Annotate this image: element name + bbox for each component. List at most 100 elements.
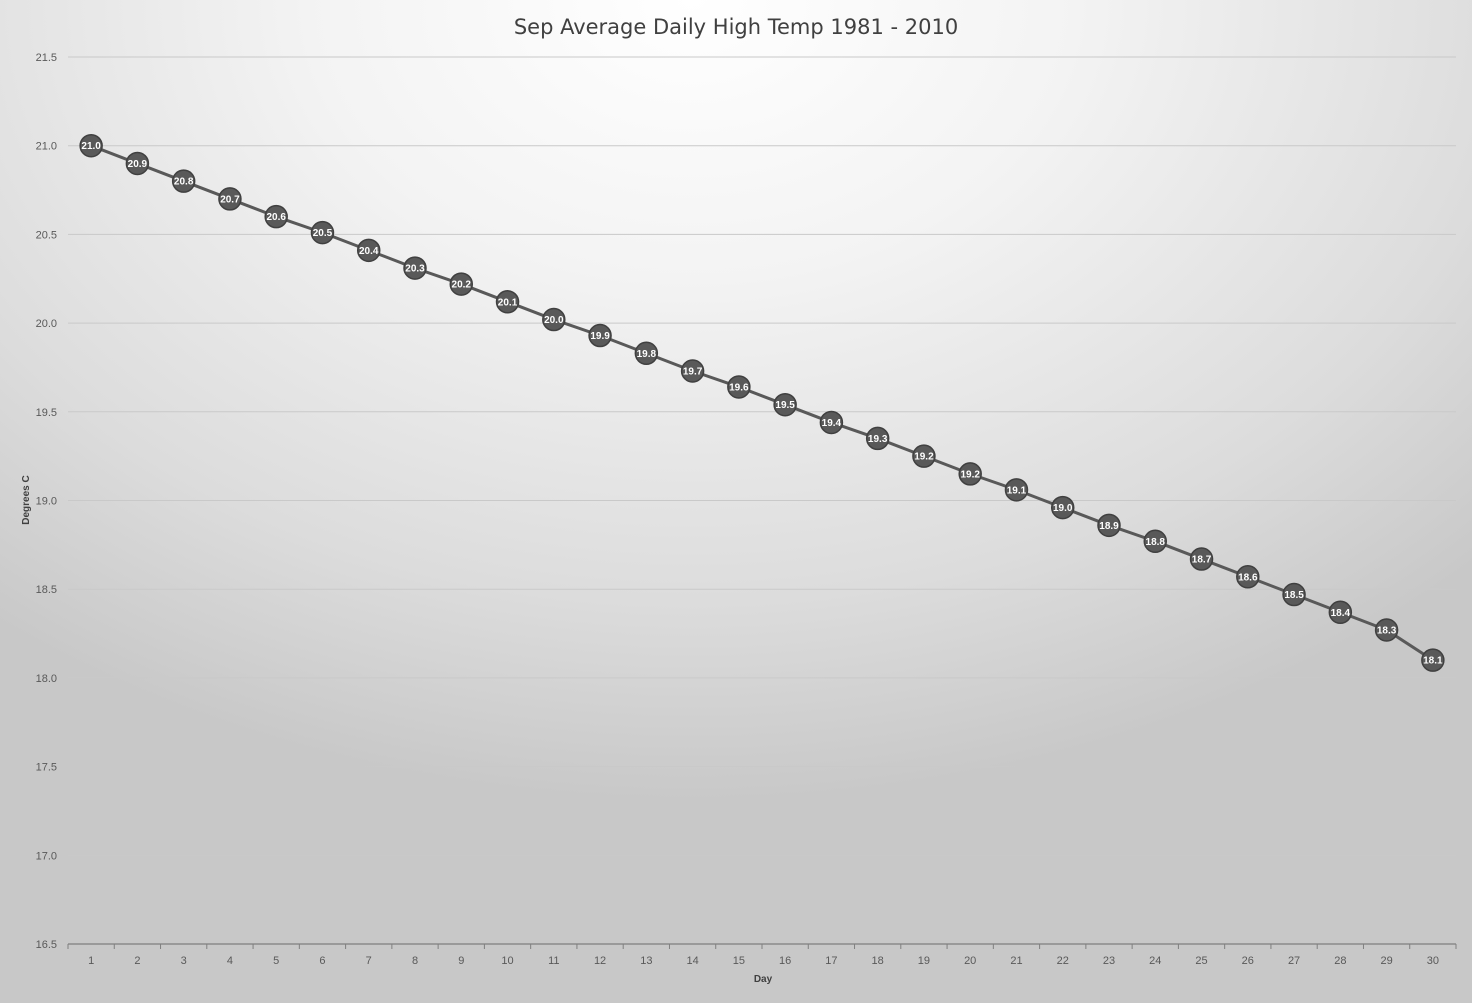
data-label: 20.8 <box>174 177 194 188</box>
data-label: 18.1 <box>1423 656 1443 667</box>
x-tick-label: 14 <box>686 955 698 967</box>
data-label: 19.4 <box>822 418 842 429</box>
data-label: 20.4 <box>359 246 379 257</box>
x-tick-label: 20 <box>964 955 976 967</box>
x-tick-label: 22 <box>1057 955 1069 967</box>
y-tick-label: 20.5 <box>36 229 57 241</box>
data-point <box>1328 600 1353 625</box>
data-point <box>634 341 659 366</box>
x-axis-label: Day <box>754 974 773 985</box>
data-point <box>958 462 982 486</box>
data-label: 18.8 <box>1146 537 1166 548</box>
data-label: 20.9 <box>128 159 148 170</box>
data-label: 19.8 <box>637 349 657 360</box>
y-tick-label: 19.5 <box>36 407 57 419</box>
data-point <box>403 256 427 280</box>
data-point <box>1004 478 1029 502</box>
x-tick-label: 7 <box>366 955 372 967</box>
gridlines <box>68 56 1456 856</box>
x-tick-label: 2 <box>134 955 140 967</box>
x-tick-label: 16 <box>779 955 791 967</box>
x-tick-label: 10 <box>501 955 513 967</box>
data-point <box>1374 618 1399 642</box>
data-label: 19.6 <box>729 382 749 393</box>
x-tick-label: 28 <box>1334 955 1346 967</box>
x-tick-label: 11 <box>548 955 559 967</box>
y-tick-label: 20.0 <box>36 318 57 330</box>
x-tick-label: 26 <box>1242 955 1254 967</box>
data-label: 18.5 <box>1284 590 1304 601</box>
data-label: 18.6 <box>1238 572 1258 583</box>
x-tick-label: 25 <box>1195 955 1207 967</box>
y-tick-label: 16.5 <box>36 939 57 951</box>
series-line <box>79 133 1445 672</box>
data-label: 19.9 <box>590 331 610 342</box>
x-tick-label: 9 <box>458 955 464 967</box>
data-point <box>542 307 566 332</box>
data-label: 19.5 <box>775 400 795 411</box>
y-axis: 16.5 17.0 17.5 18.0 18.5 19.0 19.5 20.0 20.5 21.0… <box>36 52 57 951</box>
x-tick-label: 29 <box>1380 955 1392 967</box>
x-tick-label: 21 <box>1010 955 1022 967</box>
y-tick-label: 17.0 <box>36 850 57 862</box>
x-tick-label: 4 <box>227 955 233 967</box>
x-tick-label: 30 <box>1427 955 1439 967</box>
data-label: 18.4 <box>1331 608 1351 619</box>
x-tick-label: 18 <box>872 955 884 967</box>
data-label: 20.7 <box>220 194 240 205</box>
data-point <box>773 392 797 417</box>
series-polyline <box>89 144 1435 662</box>
data-label: 21.0 <box>81 141 101 152</box>
x-tick-label: 23 <box>1103 955 1115 967</box>
data-point <box>125 151 150 176</box>
y-tick-label: 18.0 <box>36 673 57 685</box>
data-point <box>865 426 890 451</box>
data-point <box>171 169 196 193</box>
x-tick-label: 1 <box>88 955 94 967</box>
x-tick-label: 17 <box>825 955 837 967</box>
data-point <box>1097 513 1121 538</box>
data-point <box>264 204 288 229</box>
y-axis-label: Degrees C <box>21 475 32 524</box>
data-label: 19.7 <box>683 366 703 377</box>
data-point <box>356 238 381 263</box>
x-tick-label: 19 <box>918 955 930 967</box>
y-tick-label: 17.5 <box>36 762 57 774</box>
data-label: 20.1 <box>498 297 518 308</box>
x-tick-label: 8 <box>412 955 418 967</box>
data-label: 20.3 <box>405 264 425 275</box>
data-label: 18.9 <box>1099 521 1119 532</box>
x-tick-label: 24 <box>1149 955 1161 967</box>
data-label: 19.0 <box>1053 503 1073 514</box>
x-tick-label: 15 <box>733 955 745 967</box>
data-point <box>1421 648 1445 672</box>
y-tick-label: 19.0 <box>36 496 57 508</box>
x-axis: 1 2 3 4 5 6 7 8 9 10 11 12 13 14 15 16 17 18 19 20 21 22 23 24 2… <box>67 943 1457 967</box>
y-tick-label: 21.0 <box>36 141 57 153</box>
data-point <box>727 375 751 399</box>
data-point <box>1189 547 1214 571</box>
data-point <box>680 359 705 383</box>
data-point <box>1143 529 1168 554</box>
data-label: 20.5 <box>313 228 333 239</box>
data-labels: 21.0 20.9 20.8 20.7 20.6 20.5 20.4 20.3 20.2 20.1… <box>81 141 1443 666</box>
data-point <box>588 323 612 348</box>
x-tick-label: 12 <box>594 955 606 967</box>
data-point <box>1050 495 1075 520</box>
y-tick-label: 21.5 <box>36 52 57 64</box>
data-label: 20.0 <box>544 315 564 326</box>
data-label: 18.7 <box>1192 555 1212 566</box>
x-tick-label: 5 <box>273 955 279 967</box>
x-tick-label: 13 <box>640 955 652 967</box>
data-label: 19.2 <box>960 469 980 480</box>
data-point <box>218 187 242 211</box>
data-point <box>310 220 335 245</box>
data-label: 18.3 <box>1377 626 1397 637</box>
data-point <box>912 444 936 468</box>
x-tick-label: 3 <box>181 955 187 967</box>
y-tick-label: 18.5 <box>36 584 57 596</box>
data-point <box>449 272 474 296</box>
data-label: 19.2 <box>914 452 934 463</box>
chart-title: Sep Average Daily High Temp 1981 - 2010 <box>514 15 958 39</box>
